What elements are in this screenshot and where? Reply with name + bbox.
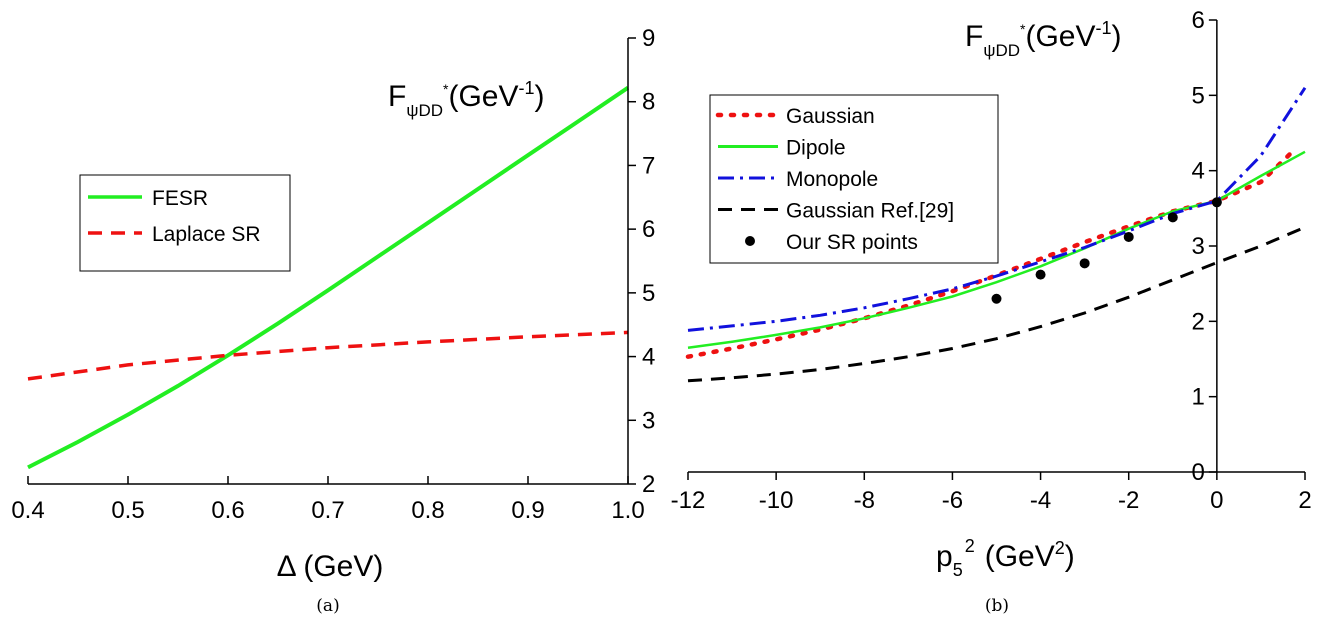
panel-a-y-axis-title: FψDD*(GeV-1) xyxy=(388,78,545,120)
panel-b-series-gaussian-ref-29 xyxy=(687,225,1306,383)
panel-b-legend-label: Gaussian xyxy=(786,105,875,128)
panel-a-x-tick-label: 1.0 xyxy=(611,497,644,524)
panel-b-legend-swatch xyxy=(745,236,755,246)
panel-b-x-tick-label: -4 xyxy=(1030,487,1051,514)
panel-a-x-axis-title-text: Δ (GeV) xyxy=(277,550,384,583)
panel-b-x-tick-label: -6 xyxy=(942,487,963,514)
panel-b-caption: (b) xyxy=(985,596,1009,616)
panel-b-series-our-sr-points-point xyxy=(1079,258,1090,269)
panel-a-y-tick-label: 8 xyxy=(642,89,655,116)
panel-b-y-axis-title-text: FψDD*(GeV-1) xyxy=(965,18,1122,60)
panel-b-series-our-sr-points-point xyxy=(1123,231,1134,242)
panel-b-series-monopole xyxy=(687,86,1307,332)
panel-a-y-axis-title-text: FψDD*(GeV-1) xyxy=(388,78,545,120)
panel-a-x-axis-title: Δ (GeV) xyxy=(277,550,384,583)
panel-a-y-tick-label: 9 xyxy=(642,25,655,52)
panel-a-legend: FESR Laplace SR xyxy=(79,174,291,272)
panel-a-line-chart: 0.4 0.5 0.6 0.7 0.8 0.9 1.02 3 4 5 6 7 8 9 FψDD*(GeV-… xyxy=(11,25,655,616)
panel-b-x-axis-title-text: p52 (GeV2) xyxy=(936,536,1075,580)
panel-a-y-tick-label: 6 xyxy=(642,216,655,243)
panel-a-series-fesr xyxy=(27,86,630,470)
panel-b-series-our-sr-points-point xyxy=(991,293,1002,304)
panel-a-legend-label: Laplace SR xyxy=(152,223,261,246)
panel-b-y-tick-label: 0 xyxy=(1191,459,1204,486)
panel-b-y-tick-label: 4 xyxy=(1191,158,1204,185)
panel-b-legend-label: Monopole xyxy=(786,168,878,191)
panel-a-legend-label: FESR xyxy=(152,187,208,210)
panel-b-y-axis-title: FψDD*(GeV-1) xyxy=(965,18,1122,60)
panel-b-x-tick-label: -10 xyxy=(759,487,794,514)
panel-a-y-tick-label: 7 xyxy=(642,152,655,179)
panel-b-series-our-sr-points-point xyxy=(1035,269,1046,280)
panel-b-x-tick-label: 0 xyxy=(1210,487,1223,514)
panel-b-legend-label: Gaussian Ref.[29] xyxy=(786,200,954,223)
panel-b-x-tick-label: -2 xyxy=(1118,487,1139,514)
panel-b-x-axis-title: p52 (GeV2) xyxy=(936,536,1075,580)
panel-a-legend-box xyxy=(79,174,291,272)
panel-b-y-tick-label: 1 xyxy=(1191,384,1204,411)
panel-b-y-tick-label: 5 xyxy=(1191,82,1204,109)
panel-a-x-tick-label: 0.6 xyxy=(211,497,244,524)
panel-b-x-tick-label: -12 xyxy=(671,487,706,514)
panel-a-y-tick-label: 4 xyxy=(642,344,655,371)
panel-b-y-tick-label: 6 xyxy=(1191,7,1204,34)
panel-a-series-laplace-sr xyxy=(27,330,629,381)
panel-a-x-tick-label: 0.4 xyxy=(11,497,44,524)
panel-b-legend-label: Dipole xyxy=(786,137,846,160)
panel-b-legend-label: Our SR points xyxy=(786,231,918,254)
panel-a-y-tick-label: 3 xyxy=(642,407,655,434)
panel-b-line-chart: -12 -10 -8 -6 -4 -2 0 2 0 1 2 3 4 5 6 FψDD*(GeV-1) p52… xyxy=(671,7,1312,616)
panel-a-x-tick-label: 0.5 xyxy=(111,497,144,524)
panel-a-x-tick-label: 0.9 xyxy=(511,497,544,524)
panel-b-x-tick-label: 2 xyxy=(1298,487,1311,514)
panel-a-caption: (a) xyxy=(316,596,339,616)
panel-b-x-tick-label: -8 xyxy=(854,487,875,514)
panel-a-y-tick-label: 5 xyxy=(642,280,655,307)
panel-a-x-tick-label: 0.7 xyxy=(311,497,344,524)
panel-b-y-tick-label: 3 xyxy=(1191,233,1204,260)
panel-b-legend: Gaussian Dipole Monopole Gaussian Ref.[29] O… xyxy=(709,94,999,264)
panel-b-series-our-sr-points-point xyxy=(1167,212,1178,223)
panel-a-y-tick-label: 2 xyxy=(642,471,655,498)
panel-a-x-tick-label: 0.8 xyxy=(411,497,444,524)
panel-b-y-tick-label: 2 xyxy=(1191,308,1204,335)
